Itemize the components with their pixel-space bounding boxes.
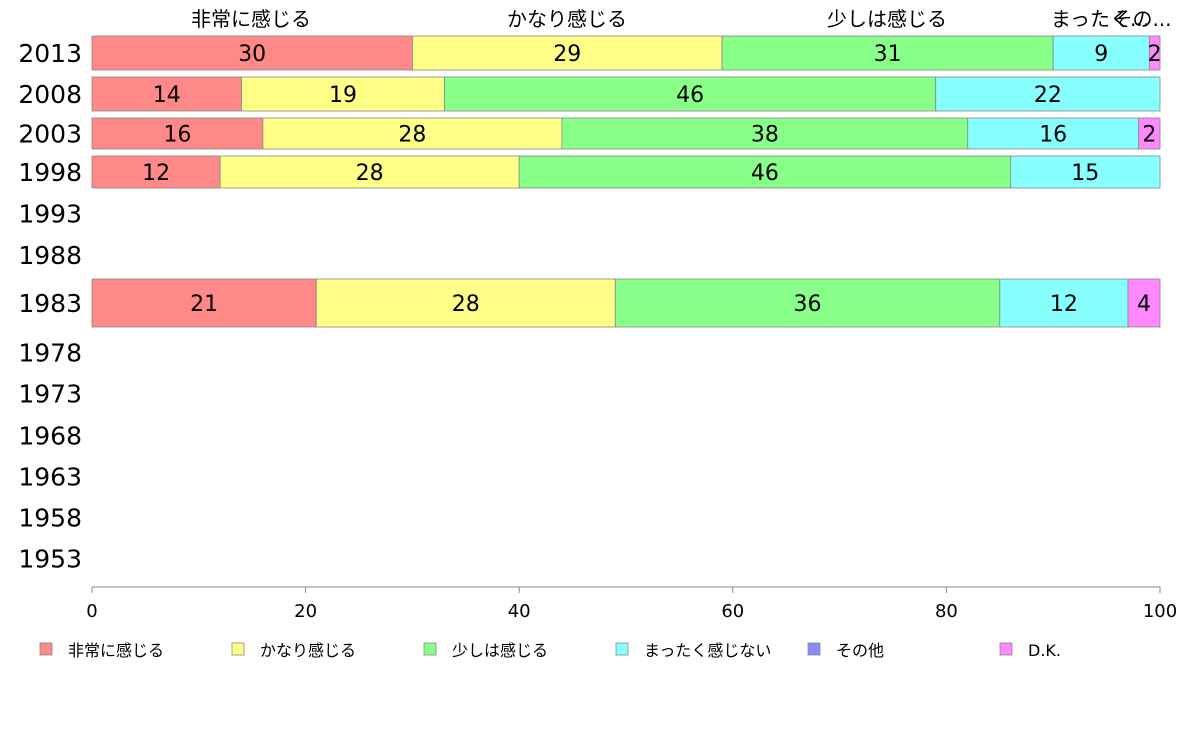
legend-label: 少しは感じる xyxy=(452,641,548,660)
bar-segment xyxy=(91,117,264,150)
bar-segment xyxy=(1138,117,1161,150)
data-label: 9 xyxy=(1094,42,1108,67)
y-tick-label: 2013 xyxy=(18,39,82,68)
top-label: かなり感じる xyxy=(507,7,627,31)
bar-segment xyxy=(1052,35,1150,71)
bar-segment xyxy=(91,155,221,189)
bar-segment xyxy=(1148,35,1161,71)
y-tick-label: 1963 xyxy=(18,463,82,492)
data-label: 28 xyxy=(452,292,480,317)
legend-label: その他 xyxy=(836,641,884,660)
data-label: 15 xyxy=(1071,161,1099,186)
y-tick-label: 2003 xyxy=(18,120,82,149)
y-tick-label: 1953 xyxy=(18,545,82,574)
x-axis: 0 20 40 60 80 100 xyxy=(86,586,1177,622)
legend-swatch xyxy=(231,642,245,656)
bar-segment xyxy=(1010,155,1161,189)
legend-swatch xyxy=(39,642,53,656)
x-tick-label: 20 xyxy=(294,601,317,622)
top-label: その... xyxy=(1112,7,1171,31)
bars: 30 29 31 9 2 14 19 46 22 16 28 38 16 2 12 28 46 15 21 28 36 1… xyxy=(91,35,1162,328)
top-label: 非常に感じる xyxy=(191,7,311,31)
legend-swatch xyxy=(615,642,629,656)
x-tick-label: 40 xyxy=(508,601,531,622)
data-label: 2 xyxy=(1148,42,1162,67)
data-label: 16 xyxy=(1039,123,1067,148)
legend-label: まったく感じない xyxy=(644,641,771,660)
bar-segment xyxy=(614,278,1001,328)
bar-segment xyxy=(219,155,520,189)
data-label: 28 xyxy=(398,123,426,148)
bar-segment xyxy=(561,117,969,150)
legend-label: D.K. xyxy=(1028,641,1061,660)
legend-label: かなり感じる xyxy=(260,641,356,660)
data-label: 21 xyxy=(190,292,218,317)
data-label: 28 xyxy=(356,161,384,186)
legend-swatch xyxy=(423,642,437,656)
bar-segment xyxy=(91,278,317,328)
data-label: 46 xyxy=(676,83,704,108)
y-tick-label: 1993 xyxy=(18,200,82,229)
data-label: 12 xyxy=(142,161,170,186)
data-label: 14 xyxy=(153,83,181,108)
x-tick-label: 100 xyxy=(1143,601,1177,622)
legend: 非常に感じる かなり感じる 少しは感じる まったく感じない その他 D.K. xyxy=(39,641,1061,660)
data-label: 29 xyxy=(553,42,581,67)
x-tick-label: 60 xyxy=(721,601,744,622)
bar-segment xyxy=(518,155,1011,189)
top-labels: 非常に感じる かなり感じる 少しは感じる まったく...その... xyxy=(191,7,1172,31)
bar-segment xyxy=(411,35,723,71)
y-tick-label: 1983 xyxy=(18,289,82,318)
x-tick-label: 0 xyxy=(86,601,97,622)
bar-segment xyxy=(967,117,1140,150)
y-tick-label: 1968 xyxy=(18,422,82,451)
y-axis-labels: 2013 2008 2003 1998 1993 1988 1983 1978 1973 1968… xyxy=(18,39,82,574)
bar-segment xyxy=(91,76,242,112)
y-tick-label: 1988 xyxy=(18,241,82,270)
data-label: 2 xyxy=(1142,123,1156,148)
bar-segment xyxy=(91,35,413,71)
data-label: 4 xyxy=(1137,292,1151,317)
bar-segment xyxy=(935,76,1161,112)
data-label: 46 xyxy=(751,161,779,186)
bar-segment xyxy=(721,35,1054,71)
y-tick-label: 1958 xyxy=(18,504,82,533)
x-tick-label: 80 xyxy=(935,601,958,622)
data-label: 16 xyxy=(163,123,191,148)
legend-swatch xyxy=(999,642,1013,656)
data-label: 38 xyxy=(751,123,779,148)
legend-swatch xyxy=(807,642,821,656)
top-label: まったく... xyxy=(1051,7,1149,31)
bar-segment xyxy=(444,76,937,112)
y-tick-label: 1998 xyxy=(18,158,82,187)
data-label: 30 xyxy=(238,42,266,67)
data-label: 36 xyxy=(794,292,822,317)
bar-segment xyxy=(262,117,563,150)
bar-segment xyxy=(315,278,616,328)
legend-label: 非常に感じる xyxy=(68,641,164,660)
data-label: 19 xyxy=(329,83,357,108)
data-label: 31 xyxy=(874,42,902,67)
data-label: 22 xyxy=(1034,83,1062,108)
y-tick-label: 1973 xyxy=(18,380,82,409)
top-label: 少しは感じる xyxy=(827,7,947,31)
y-tick-label: 2008 xyxy=(18,80,82,109)
y-tick-label: 1978 xyxy=(18,339,82,368)
data-label: 12 xyxy=(1050,292,1078,317)
bar-segment xyxy=(241,76,445,112)
bar-segment xyxy=(1127,278,1161,328)
